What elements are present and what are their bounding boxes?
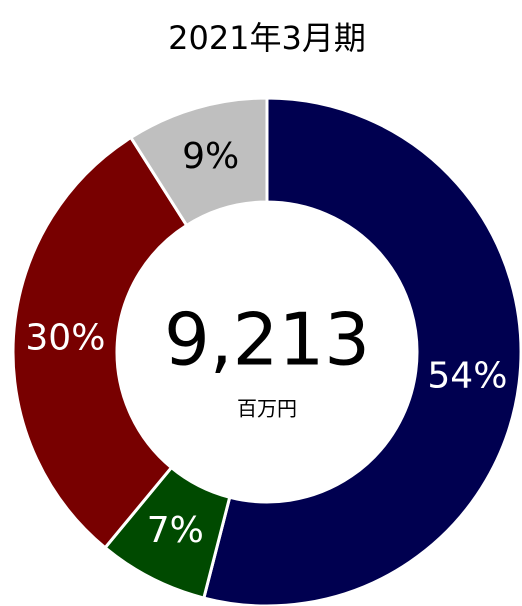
center-value: 9,213	[164, 298, 370, 382]
center-unit: 百万円	[237, 397, 297, 421]
slice-label: 7%	[147, 510, 204, 551]
chart-title: 2021年3月期	[168, 19, 366, 57]
slice-label: 9%	[182, 136, 239, 177]
slice	[11, 135, 189, 550]
slice-label: 54%	[427, 355, 507, 396]
slice	[128, 96, 269, 228]
slices	[11, 96, 522, 606]
slice-label: 30%	[25, 317, 105, 358]
